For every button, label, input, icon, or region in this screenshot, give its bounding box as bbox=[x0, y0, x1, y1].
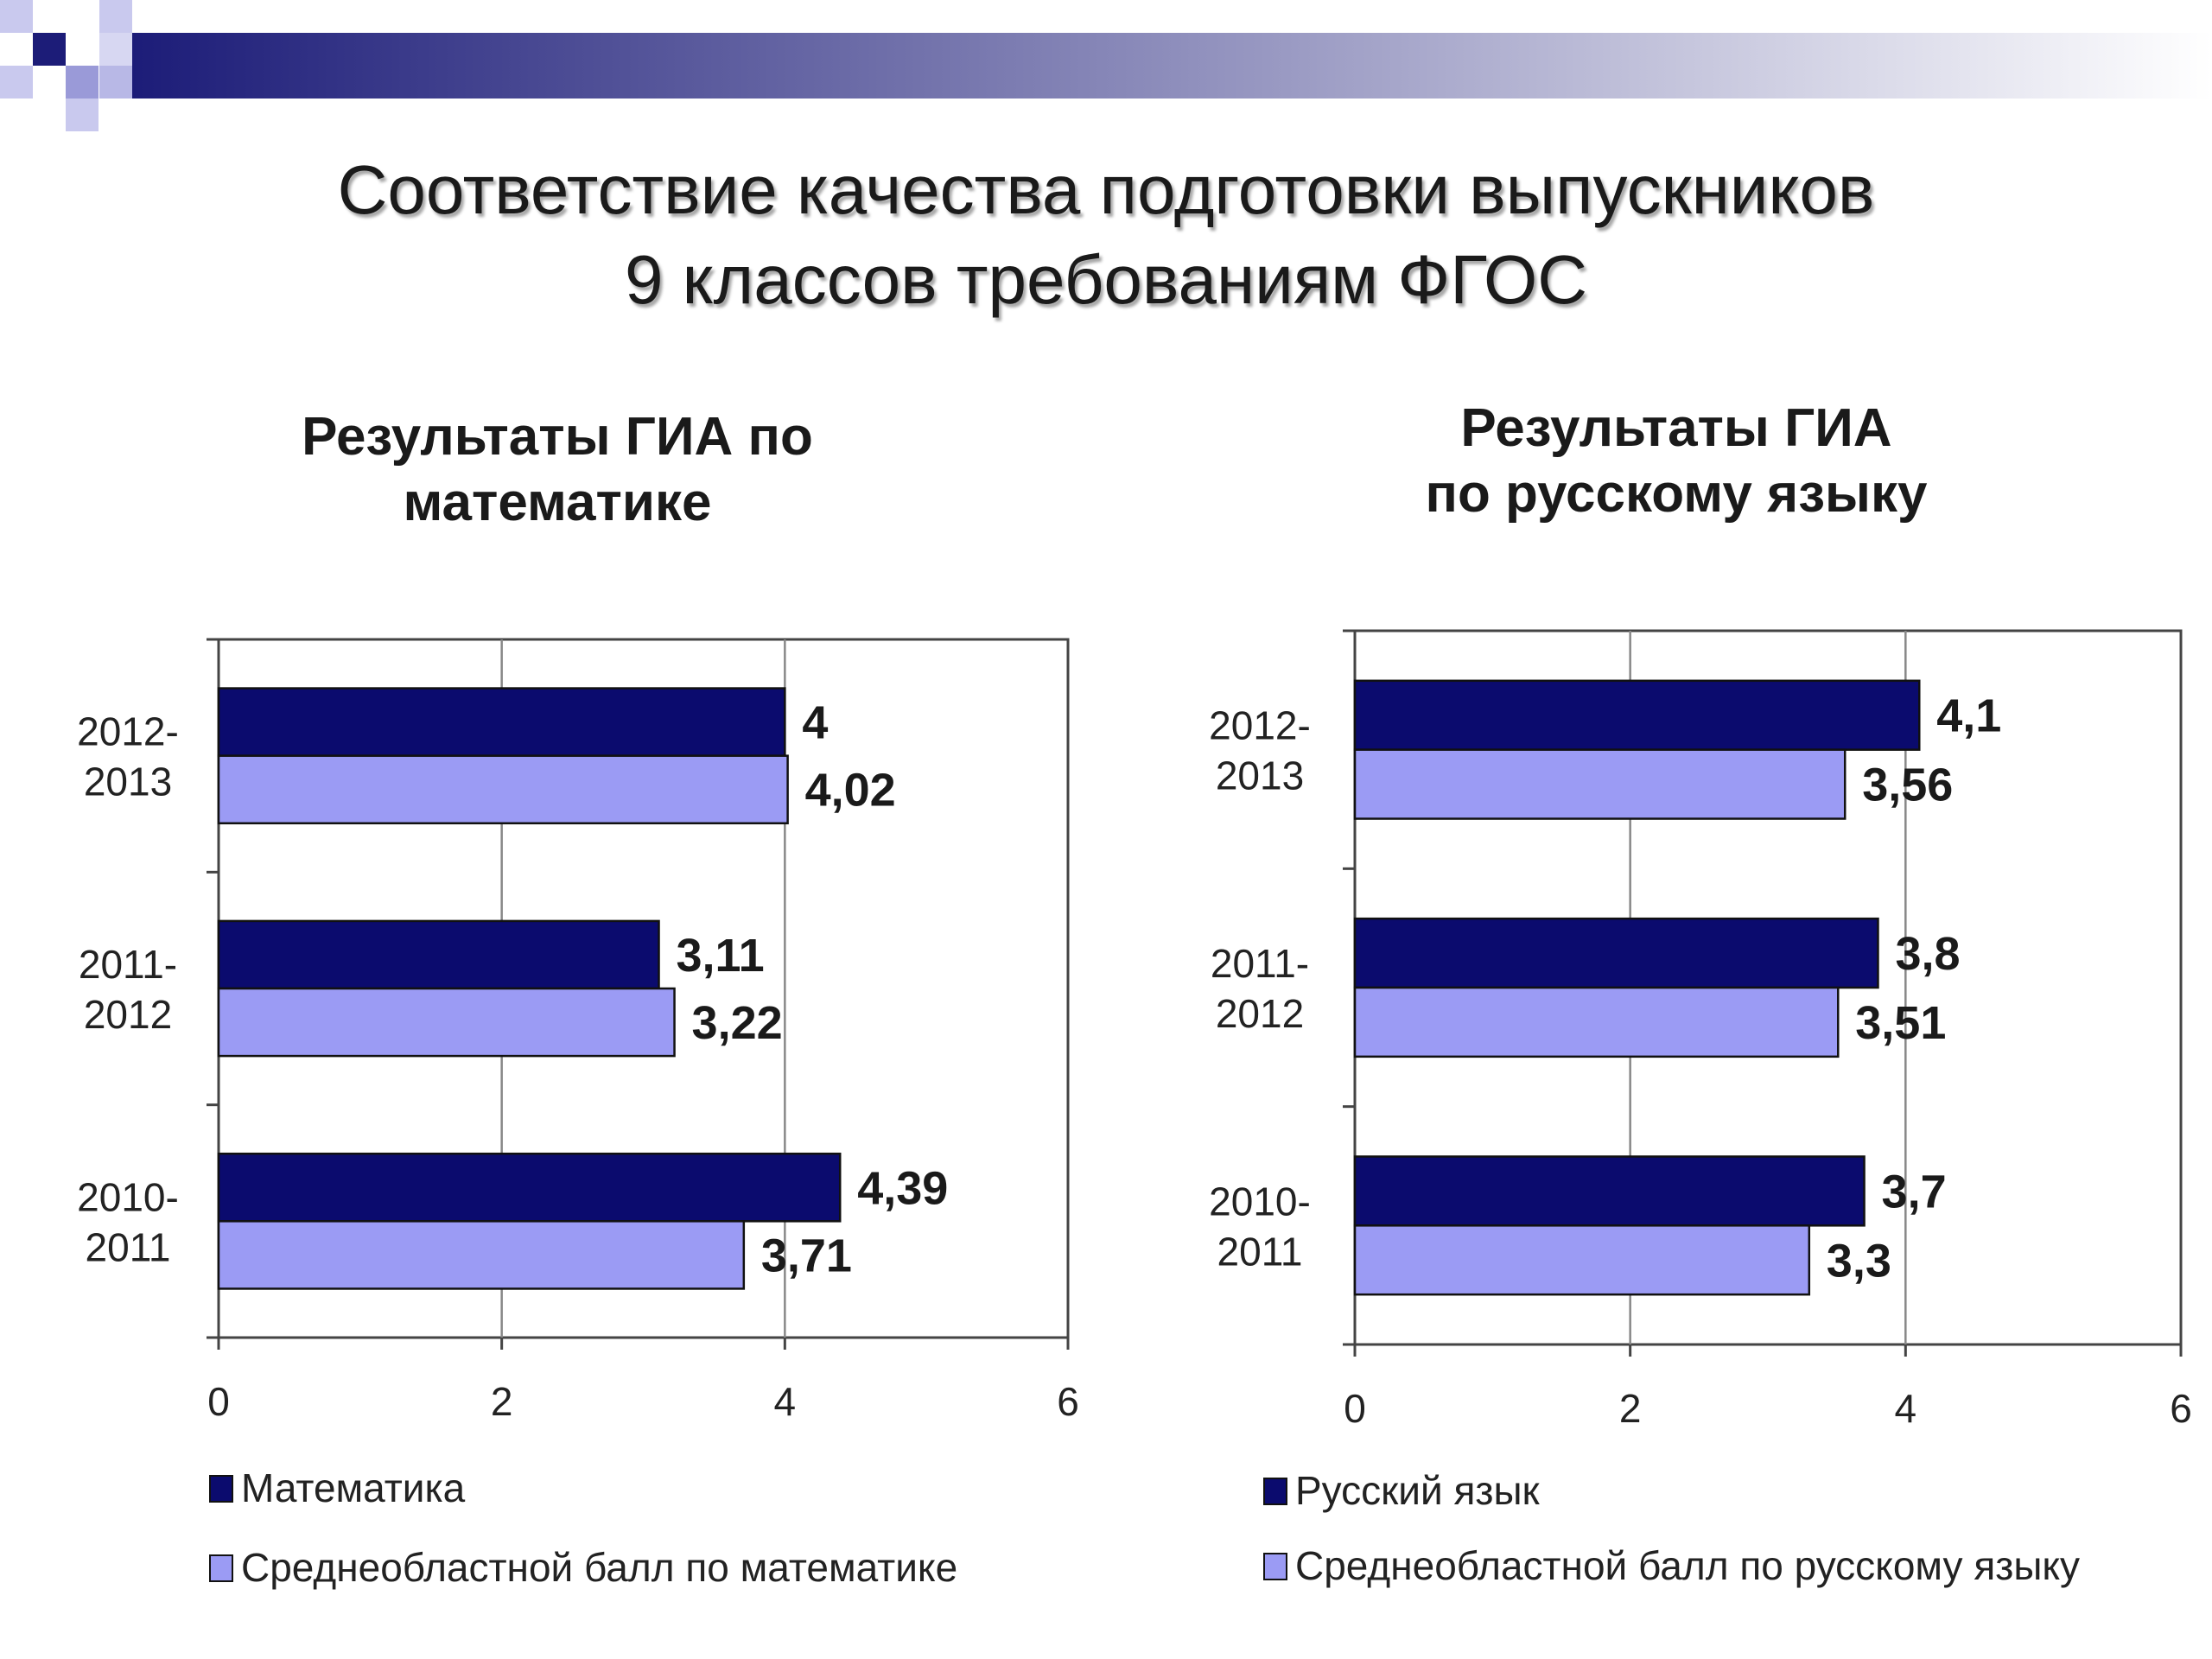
x-tick-label: 4 bbox=[774, 1379, 797, 1424]
category-label: 2012- bbox=[1209, 703, 1311, 748]
data-label: 3,11 bbox=[677, 930, 765, 982]
header-banner bbox=[0, 0, 2212, 131]
category-label: 2010- bbox=[1209, 1179, 1311, 1224]
data-label: 3,3 bbox=[1827, 1235, 1891, 1287]
slide-title-line: 9 классов требованиям ФГОС bbox=[624, 241, 1588, 318]
bar bbox=[217, 754, 789, 825]
bar bbox=[1353, 679, 1921, 751]
data-label: 3,56 bbox=[1862, 760, 1953, 811]
data-label: 4,39 bbox=[857, 1162, 948, 1214]
banner-square bbox=[33, 33, 66, 66]
banner-square bbox=[99, 66, 132, 99]
data-label: 4 bbox=[802, 697, 828, 749]
category-label: 2011- bbox=[1211, 941, 1309, 986]
x-tick-label: 6 bbox=[1057, 1379, 1079, 1424]
data-label: 4,1 bbox=[1936, 690, 2001, 742]
category-label: 2010- bbox=[77, 1174, 179, 1219]
bar bbox=[217, 919, 660, 990]
legend-swatch bbox=[1263, 1553, 1287, 1580]
category-label: 2012 bbox=[84, 992, 172, 1037]
legend-swatch bbox=[1263, 1478, 1287, 1505]
category-label: 2011 bbox=[86, 1224, 171, 1269]
bar bbox=[1353, 917, 1879, 989]
data-label: 3,8 bbox=[1895, 928, 1960, 980]
bar bbox=[217, 987, 676, 1058]
banner-square bbox=[0, 66, 33, 99]
chart-title-line: Результаты ГИА bbox=[1460, 398, 1892, 458]
legend-swatch bbox=[209, 1475, 233, 1503]
chart-title-russian: Результаты ГИА по русскому языку bbox=[1279, 396, 2074, 527]
x-tick-label: 2 bbox=[491, 1379, 513, 1424]
data-label: 3,51 bbox=[1855, 997, 1946, 1049]
bar bbox=[217, 687, 786, 757]
banner-square bbox=[66, 66, 99, 99]
banner-square bbox=[0, 0, 33, 33]
category-label: 2012 bbox=[1216, 991, 1304, 1036]
data-label: 3,22 bbox=[692, 997, 783, 1049]
bar bbox=[1353, 748, 1847, 820]
legend-label: Русский язык bbox=[1295, 1468, 1541, 1513]
slide-title-line: Соответствие качества подготовки выпускн… bbox=[337, 151, 1875, 228]
banner-gradient-bar bbox=[130, 33, 2212, 99]
category-label: 2011- bbox=[79, 942, 177, 987]
banner-square bbox=[99, 33, 132, 66]
category-label: 2012- bbox=[77, 709, 179, 754]
banner-square bbox=[66, 99, 99, 131]
chart-title-line: по русскому языку bbox=[1425, 464, 1928, 524]
bar bbox=[1353, 1155, 1866, 1227]
bar bbox=[1353, 1224, 1811, 1296]
data-label: 3,71 bbox=[761, 1230, 852, 1281]
legend-label: Математика bbox=[241, 1465, 466, 1510]
x-tick-label: 6 bbox=[2170, 1386, 2192, 1431]
bar bbox=[217, 1220, 746, 1290]
legend-label: Среднеобластной балл по русскому языку bbox=[1295, 1543, 2080, 1588]
data-label: 4,02 bbox=[805, 765, 896, 817]
banner-square bbox=[99, 0, 132, 33]
x-tick-label: 0 bbox=[1344, 1386, 1366, 1431]
category-label: 2013 bbox=[1216, 753, 1304, 798]
legend-swatch bbox=[209, 1554, 233, 1582]
x-tick-label: 2 bbox=[1619, 1386, 1642, 1431]
slide-title: Соответствие качества подготовки выпускн… bbox=[0, 145, 2212, 325]
chart-title-line: математике bbox=[403, 473, 712, 532]
legend-label: Среднеобластной балл по математике bbox=[241, 1545, 957, 1590]
category-label: 2011 bbox=[1217, 1229, 1303, 1274]
bar bbox=[1353, 986, 1840, 1058]
data-label: 3,7 bbox=[1882, 1166, 1947, 1217]
chart-title-line: Результаты ГИА по bbox=[302, 407, 813, 467]
bar bbox=[217, 1152, 842, 1223]
category-label: 2013 bbox=[84, 760, 172, 804]
x-tick-label: 4 bbox=[1895, 1386, 1917, 1431]
x-tick-label: 0 bbox=[207, 1379, 230, 1424]
chart-title-math: Результаты ГИА по математике bbox=[138, 404, 976, 536]
